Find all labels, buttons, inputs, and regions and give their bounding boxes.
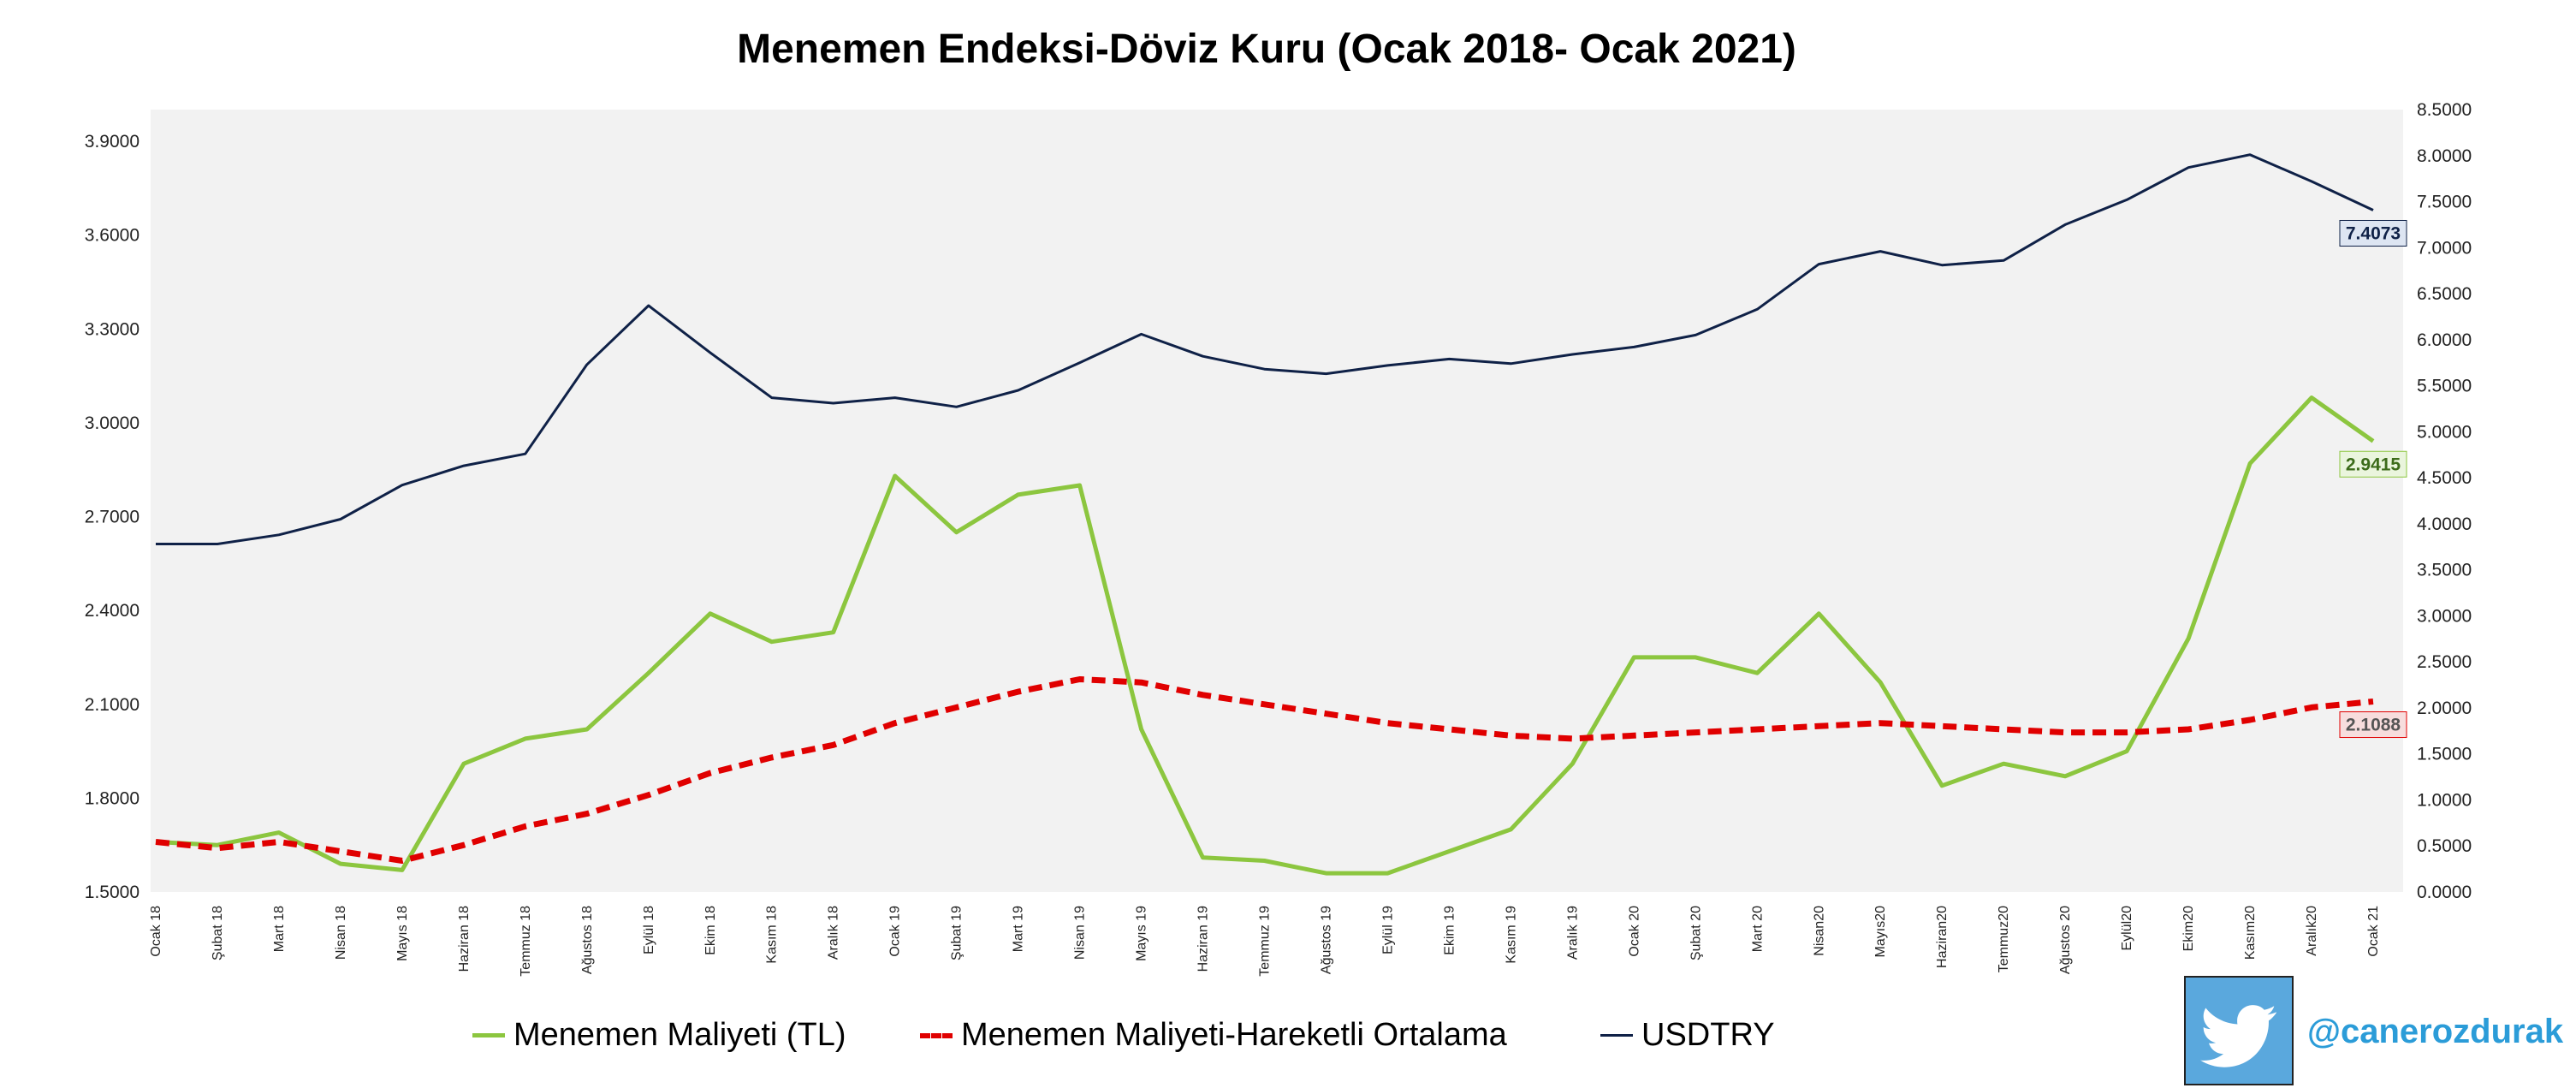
end-label-0: 2.9415: [2339, 450, 2407, 478]
x-tick-label: Şubat 18: [211, 906, 225, 960]
x-tick-label: Mayıs 19: [1135, 906, 1149, 961]
left-tick-label: 1.5000: [85, 883, 139, 902]
series-line-2: [156, 153, 2374, 545]
x-tick-label: Kasım 18: [765, 906, 780, 964]
x-tick-label: Ekim 18: [703, 906, 718, 955]
x-tick-label: Eylül 18: [642, 906, 656, 954]
left-tick-label: 2.4000: [85, 601, 139, 621]
x-tick-label: Eylül20: [2120, 906, 2134, 951]
x-tick-label: Ocak 21: [2366, 906, 2381, 957]
x-tick-label: Aralık20: [2305, 906, 2319, 956]
x-tick-label: Temmuz 19: [1258, 906, 1273, 977]
x-tick-label: Kasım 19: [1504, 906, 1518, 964]
plot-area: [151, 110, 2403, 892]
legend-swatch-green: [472, 1033, 505, 1037]
x-tick-label: Şubat 19: [950, 906, 965, 960]
right-tick-label: 7.0000: [2417, 238, 2472, 258]
x-tick-label: Ocak 19: [888, 906, 903, 957]
x-tick-label: Mart 20: [1750, 906, 1765, 952]
right-tick-label: 7.5000: [2417, 193, 2472, 212]
series-line-0: [155, 395, 2375, 876]
right-tick-label: 3.0000: [2417, 606, 2472, 626]
end-label-box: [2339, 450, 2407, 478]
left-axis: 1.5000 1.8000 2.1000 2.4000 2.7000 3.0000 3.30…: [85, 132, 139, 902]
legend-label: Menemen Maliyeti (TL): [513, 1017, 846, 1053]
x-tick-label: Mart 19: [1012, 906, 1026, 952]
x-tick-label: Ocak 20: [1627, 906, 1641, 957]
legend-item-menemen-maliyeti: Menemen Maliyeti (TL): [472, 1017, 846, 1054]
legend-swatch-navy: [1600, 1034, 1633, 1037]
legend-item-hareketli-ortalama: Menemen Maliyeti-Hareketli Ortalama: [920, 1017, 1507, 1054]
x-tick-label: Mayıs20: [1873, 906, 1888, 958]
right-tick-label: 6.0000: [2417, 330, 2472, 350]
series-layer: [155, 153, 2375, 876]
x-tick-label: Ağustos 18: [580, 906, 595, 974]
left-tick-label: 3.3000: [85, 319, 139, 339]
x-tick-label: Ağustos 19: [1319, 906, 1333, 974]
x-tick-label: Mayıs 18: [395, 906, 410, 961]
end-label-text: 2.1088: [2346, 716, 2401, 735]
end-label-text: 7.4073: [2346, 223, 2401, 243]
right-tick-label: 1.0000: [2417, 790, 2472, 810]
x-tick-label: Şubat 20: [1689, 906, 1703, 960]
right-axis: 0.0000 0.5000 1.0000 1.5000 2.0000 2.5000 3.00…: [2417, 100, 2472, 902]
legend-swatch-red: [920, 1032, 953, 1038]
left-tick-label: 2.7000: [85, 508, 139, 527]
x-tick-label: Haziran 19: [1196, 906, 1211, 972]
end-label-box: [2339, 219, 2407, 247]
x-tick-label: Nisan 18: [334, 906, 348, 960]
right-tick-label: 0.5000: [2417, 836, 2472, 856]
x-axis: Ocak 18 Şubat 18 Mart 18 Nisan 18 Mayıs 18 Ha…: [149, 906, 2381, 977]
x-tick-label: Nisan20: [1812, 906, 1826, 956]
x-tick-label: Mart 18: [272, 906, 287, 952]
x-tick-label: Ağustos 20: [2058, 906, 2073, 974]
left-tick-label: 2.1000: [85, 695, 139, 715]
end-label-2: 7.4073: [2339, 219, 2407, 247]
legend-item-usdtry: USDTRY: [1600, 1017, 1775, 1054]
x-tick-label: Ekim 19: [1442, 906, 1457, 955]
chart-title: Menemen Endeksi-Döviz Kuru (Ocak 2018- O…: [737, 27, 1796, 72]
legend-label: Menemen Maliyeti-Hareketli Ortalama: [961, 1017, 1507, 1053]
x-tick-label: Aralık 18: [827, 906, 841, 960]
x-tick-label: Haziran20: [1935, 906, 1950, 968]
x-tick-label: Kasım20: [2243, 906, 2258, 960]
right-tick-label: 3.5000: [2417, 561, 2472, 580]
end-label-text: 2.9415: [2346, 455, 2401, 474]
right-tick-label: 0.0000: [2417, 883, 2472, 902]
x-tick-label: Temmuz20: [1997, 906, 2011, 972]
twitter-bird-icon: [2199, 1005, 2276, 1067]
right-tick-label: 6.5000: [2417, 284, 2472, 304]
end-labels: 2.9415 2.1088 7.4073: [2339, 219, 2407, 739]
x-tick-label: Temmuz 18: [519, 906, 533, 977]
right-tick-label: 8.5000: [2417, 100, 2472, 120]
twitter-logo: [2184, 976, 2294, 1085]
left-tick-label: 3.0000: [85, 413, 139, 433]
left-tick-label: 3.6000: [85, 226, 139, 246]
right-tick-label: 4.5000: [2417, 468, 2472, 488]
x-tick-label: Aralık 19: [1565, 906, 1580, 960]
x-tick-label: Ocak 18: [149, 906, 163, 957]
right-tick-label: 5.5000: [2417, 377, 2472, 396]
x-tick-label: Haziran 18: [457, 906, 472, 972]
right-tick-label: 5.0000: [2417, 422, 2472, 442]
left-tick-label: 1.8000: [85, 788, 139, 808]
left-tick-label: 3.9000: [85, 132, 139, 152]
x-tick-label: Nisan 19: [1073, 906, 1088, 960]
twitter-handle: @canerozdurak: [2307, 1013, 2564, 1050]
x-tick-label: Ekim20: [2181, 906, 2196, 951]
end-label-1: 2.1088: [2339, 711, 2407, 739]
x-tick-label: Eylül 19: [1380, 906, 1395, 954]
right-tick-label: 1.5000: [2417, 745, 2472, 764]
legend-label: USDTRY: [1641, 1017, 1775, 1053]
right-tick-label: 2.0000: [2417, 699, 2472, 718]
right-tick-label: 4.0000: [2417, 514, 2472, 534]
end-label-box: [2339, 711, 2407, 739]
series-line-1: [155, 676, 2374, 864]
right-tick-label: 2.5000: [2417, 652, 2472, 672]
right-tick-label: 8.0000: [2417, 146, 2472, 166]
